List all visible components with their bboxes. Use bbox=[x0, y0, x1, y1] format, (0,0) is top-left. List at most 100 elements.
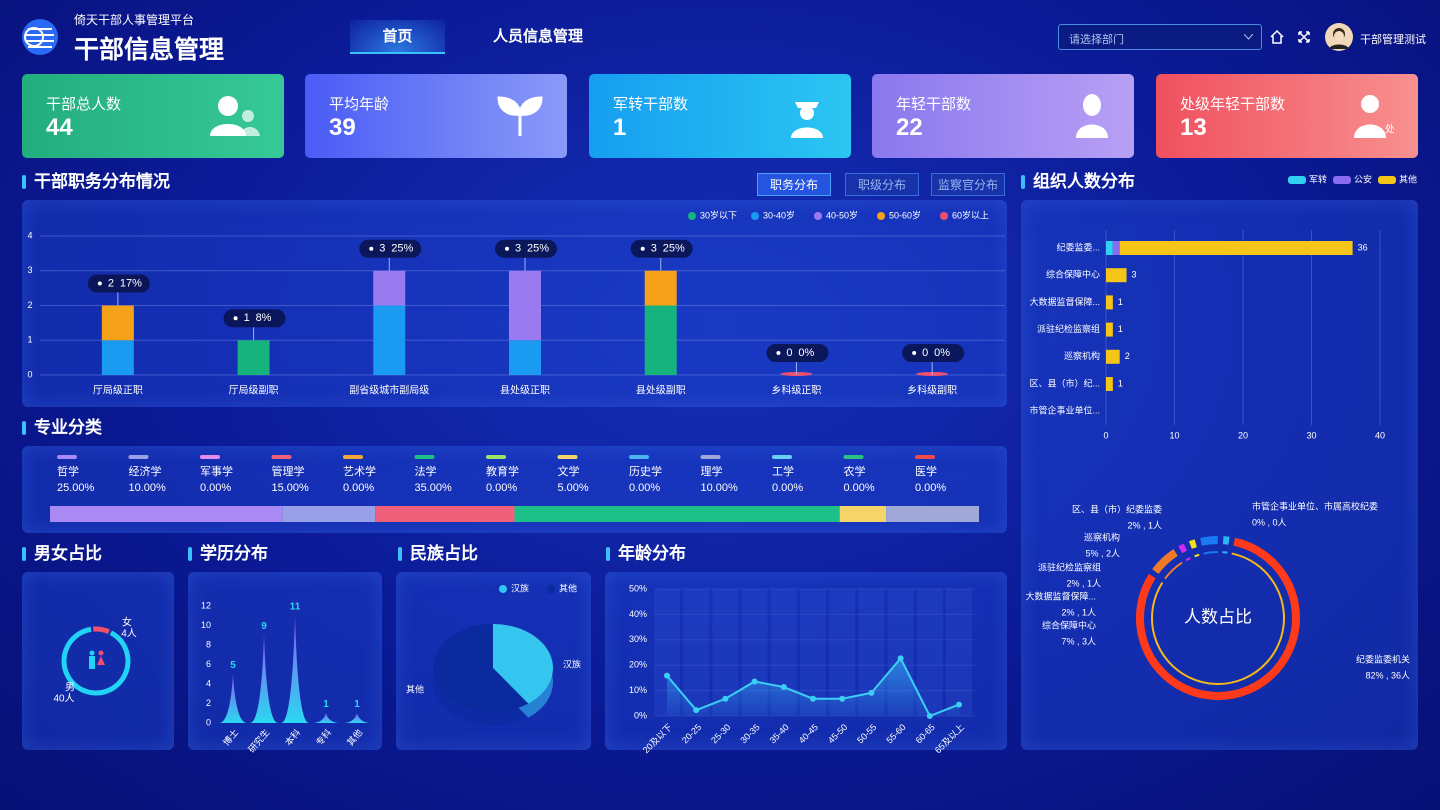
x-tick-label: 县处级正职 bbox=[500, 385, 550, 397]
y-tick-label: 0 bbox=[206, 717, 211, 727]
female-icon bbox=[98, 650, 104, 656]
legend-swatch bbox=[271, 455, 292, 459]
point bbox=[956, 701, 962, 708]
category-label: 教育学 bbox=[486, 464, 519, 478]
legend-swatch bbox=[940, 212, 948, 220]
legend-label: 汉族 bbox=[511, 582, 529, 593]
kpi-label: 处级年轻干部数 bbox=[1180, 96, 1286, 113]
category-label: 艺术学 bbox=[343, 464, 376, 478]
department-select[interactable]: 请选择部门 bbox=[1058, 24, 1262, 50]
female-icon bbox=[97, 656, 105, 665]
y-tick-label: 8 bbox=[206, 639, 211, 649]
pie-slice bbox=[432, 624, 529, 713]
value-bubble bbox=[766, 344, 829, 362]
slice-value: 0% , 0人 bbox=[1252, 517, 1287, 527]
value-label: 0.00% bbox=[915, 482, 946, 494]
point bbox=[868, 689, 875, 696]
nav-personnel[interactable]: 人员信息管理 bbox=[492, 28, 583, 45]
bar-segment bbox=[1119, 241, 1353, 255]
value-label: 25.00% bbox=[57, 482, 95, 494]
slice-name: 纪委监委机关 bbox=[1356, 653, 1410, 664]
bubble-dot bbox=[505, 246, 509, 251]
y-tick-label: 巡察机构 bbox=[1064, 350, 1100, 361]
category-label: 文学 bbox=[558, 464, 580, 478]
legend-label: 公安 bbox=[1354, 173, 1372, 184]
bar-segment bbox=[644, 270, 677, 306]
kpi-value: 1 bbox=[613, 114, 627, 141]
bar-segment bbox=[1106, 377, 1113, 391]
category-label: 女 bbox=[122, 616, 132, 629]
bubble-dot bbox=[369, 246, 374, 251]
tab[interactable]: 职务分布 bbox=[757, 173, 831, 196]
nav-home[interactable]: 首页 bbox=[350, 20, 445, 54]
spike-bar bbox=[343, 713, 371, 723]
percent-label: 17% bbox=[120, 277, 142, 289]
column-band bbox=[829, 589, 856, 716]
panel bbox=[1021, 200, 1418, 750]
bubble-dot bbox=[912, 351, 917, 355]
y-tick-label: 大数据监督保障... bbox=[1029, 296, 1100, 307]
kpi-badge: 处 bbox=[1385, 124, 1394, 136]
bar-segment bbox=[237, 340, 270, 375]
spike-bar bbox=[312, 713, 340, 723]
value-label: 0.00% bbox=[629, 482, 660, 494]
bar-segment bbox=[373, 270, 406, 306]
y-tick-label: 10% bbox=[629, 685, 647, 695]
section-title: 男女占比 bbox=[22, 544, 102, 564]
tab[interactable]: 监察官分布 bbox=[931, 173, 1005, 196]
slice-label: 汉族 bbox=[563, 658, 581, 669]
pie-slice bbox=[493, 624, 553, 704]
x-tick-label: 25-30 bbox=[709, 722, 732, 745]
bar-segment bbox=[101, 340, 134, 375]
value-label: 1 bbox=[354, 699, 360, 710]
y-tick-label: 0 bbox=[27, 369, 32, 379]
value-label: 10.00% bbox=[701, 482, 739, 494]
value-label: 1 bbox=[323, 699, 329, 710]
donut-segment bbox=[1188, 539, 1197, 549]
kpi-card: 军转干部数 1 bbox=[589, 74, 851, 158]
legend-label: 其他 bbox=[1399, 173, 1417, 184]
legend-swatch bbox=[200, 455, 220, 459]
kpi-value: 22 bbox=[896, 114, 923, 141]
bar-segment bbox=[1106, 349, 1120, 364]
value-label: 0.00% bbox=[486, 482, 517, 494]
kpi-label: 平均年龄 bbox=[329, 96, 390, 113]
value-bubble bbox=[495, 239, 557, 258]
fullscreen-icon[interactable] bbox=[1298, 31, 1310, 43]
male-icon bbox=[89, 656, 95, 669]
y-tick-label: 40% bbox=[629, 609, 647, 619]
legend-label: 30-40岁 bbox=[763, 209, 795, 220]
kpi-value: 39 bbox=[329, 114, 356, 141]
total-label: 1 bbox=[244, 312, 250, 324]
x-tick-label: 50-55 bbox=[855, 722, 878, 745]
category-label: 工学 bbox=[772, 464, 794, 478]
kpi-icon: 处 bbox=[1354, 95, 1394, 138]
value-label: 15.00% bbox=[272, 482, 310, 494]
percent-label: 25% bbox=[391, 243, 413, 255]
bubble-dot bbox=[776, 351, 781, 355]
slice-value: 2% , 1人 bbox=[1066, 578, 1101, 588]
total-label: 1 bbox=[1118, 324, 1123, 334]
value-label: 5 bbox=[230, 660, 236, 671]
y-tick-label: 综合保障中心 bbox=[1046, 269, 1100, 280]
bubble-dot bbox=[640, 246, 645, 251]
donut-segment bbox=[1178, 543, 1188, 554]
home-icon[interactable] bbox=[1270, 30, 1284, 44]
legend-swatch bbox=[486, 455, 506, 459]
x-tick-label: 县处级副职 bbox=[636, 385, 686, 397]
bubble-dot bbox=[97, 281, 102, 286]
category-label: 军事学 bbox=[200, 464, 233, 478]
bar-segment bbox=[1112, 241, 1120, 255]
kpi-label: 干部总人数 bbox=[46, 96, 122, 113]
avatar[interactable] bbox=[1325, 23, 1353, 51]
tab[interactable]: 职级分布 bbox=[845, 173, 919, 196]
total-label: 3 bbox=[1132, 270, 1137, 280]
spike-bar bbox=[281, 615, 309, 723]
legend-swatch bbox=[343, 455, 363, 459]
value-label: 0.00% bbox=[772, 482, 803, 494]
legend-swatch bbox=[700, 455, 721, 459]
value-label: 5.00% bbox=[558, 482, 589, 494]
bar-segment bbox=[1106, 322, 1113, 337]
donut-segment bbox=[61, 626, 131, 696]
